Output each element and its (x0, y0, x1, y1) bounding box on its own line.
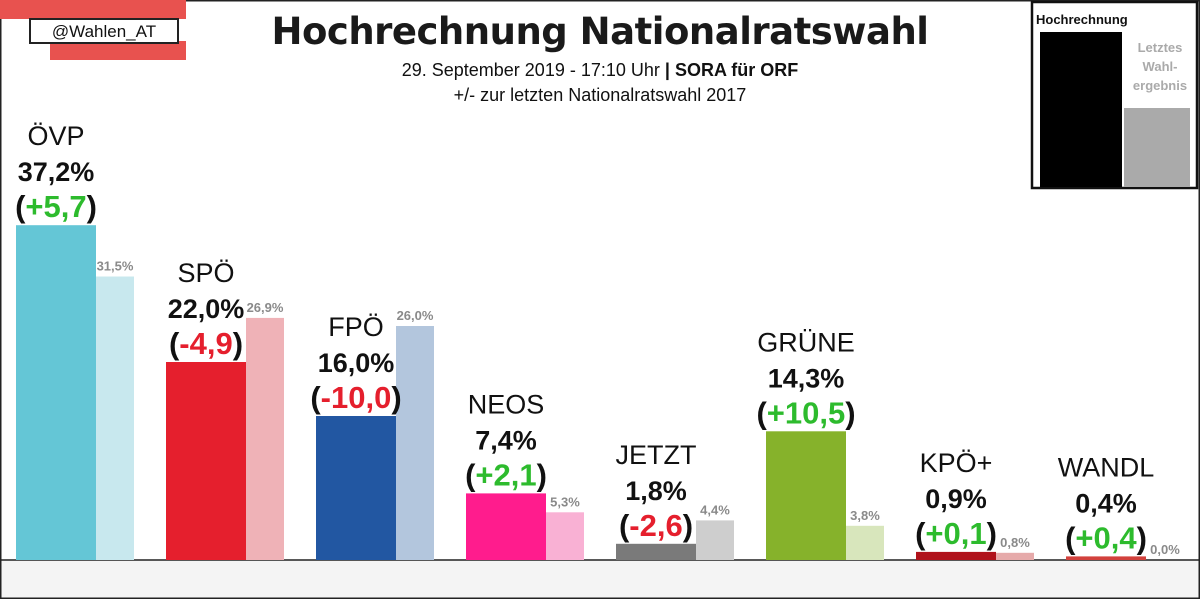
current-bar (1066, 556, 1146, 560)
previous-value-label: 26,9% (247, 300, 284, 315)
current-value-label: 22,0% (168, 294, 245, 324)
current-value-label: 0,9% (925, 484, 987, 514)
legend-previous-label-line: ergebnis (1133, 78, 1187, 93)
legend-previous-label-line: Letztes (1138, 40, 1183, 55)
current-value-label: 37,2% (18, 157, 95, 187)
previous-bar (696, 520, 734, 560)
subtitle-change: +/- zur letzten Nationalratswahl 2017 (453, 85, 747, 105)
previous-bar (396, 326, 434, 560)
change-label: (+10,5) (756, 395, 855, 430)
previous-bar (996, 552, 1034, 560)
previous-bar (96, 276, 134, 560)
previous-value-label: 4,4% (700, 502, 730, 517)
chart-bottom-band (0, 560, 1200, 599)
previous-bar (546, 512, 584, 560)
party-label: GRÜNE (757, 327, 855, 357)
party-label: SPÖ (177, 258, 234, 288)
party-label: WANDL (1058, 452, 1155, 482)
current-bar (766, 431, 846, 560)
subtitle-date: 29. September 2019 - 17:10 Uhr (401, 60, 660, 80)
handle-text: @Wahlen_AT (52, 22, 156, 41)
current-value-label: 16,0% (318, 348, 395, 378)
current-bar (166, 362, 246, 560)
change-label: (-2,6) (619, 508, 693, 543)
party-label: NEOS (468, 389, 545, 419)
previous-value-label: 5,3% (550, 494, 580, 509)
previous-bar (846, 525, 884, 560)
previous-value-label: 26,0% (397, 308, 434, 323)
change-label: (+0,4) (1065, 520, 1147, 555)
current-bar (466, 493, 546, 560)
handle-badge: @Wahlen_AT (0, 0, 186, 60)
legend-previous-label-line: Wahl- (1143, 59, 1178, 74)
current-value-label: 14,3% (768, 363, 845, 393)
previous-value-label: 0,8% (1000, 535, 1030, 550)
current-value-label: 0,4% (1075, 488, 1137, 518)
previous-value-label: 3,8% (850, 508, 880, 523)
party-label: FPÖ (328, 312, 384, 342)
subtitle-separator: | (659, 60, 675, 80)
previous-bar (246, 317, 284, 560)
page-title: Hochrechnung Nationalratswahl (271, 10, 929, 53)
current-bar (916, 551, 996, 560)
legend-current-label: Hochrechnung (1036, 12, 1128, 27)
change-label: (-4,9) (169, 326, 243, 361)
change-label: (-10,0) (310, 380, 401, 415)
current-bar (16, 225, 96, 560)
change-label: (+0,1) (915, 516, 997, 551)
previous-value-label: 31,5% (97, 259, 134, 274)
change-label: (+5,7) (15, 189, 97, 224)
change-label: (+2,1) (465, 457, 547, 492)
current-value-label: 7,4% (475, 425, 537, 455)
current-bar (316, 416, 396, 560)
legend-current-swatch (1040, 32, 1122, 187)
current-bar (616, 543, 696, 560)
party-label: ÖVP (27, 121, 84, 151)
legend-previous-swatch (1124, 108, 1190, 187)
current-value-label: 1,8% (625, 476, 687, 506)
party-label: KPÖ+ (920, 448, 993, 478)
subtitle-source: SORA für ORF (674, 60, 799, 80)
subtitle-date-source: 29. September 2019 - 17:10 Uhr | SORA fü… (240, 60, 960, 81)
party-label: JETZT (616, 440, 697, 470)
previous-value-label: 0,0% (1150, 542, 1180, 557)
